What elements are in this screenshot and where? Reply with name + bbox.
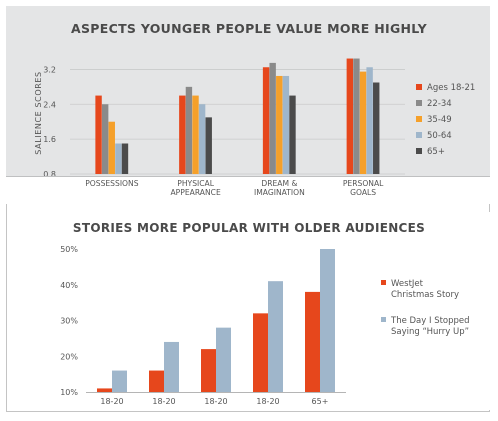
legend-swatch [416,148,422,154]
x-category-label: 65+ [312,397,329,406]
top-chart-title: ASPECTS YOUNGER PEOPLE VALUE MORE HIGHLY [71,21,427,36]
legend-swatch [416,84,422,90]
legend-label: The Day I Stopped [390,316,470,326]
bar [373,82,380,174]
bar [201,349,216,392]
x-category-label: 18-20 [100,397,123,406]
legend-label: 65+ [427,147,445,157]
y-tick-label: 40% [60,281,78,290]
category-label-strip [6,177,490,204]
bar [276,75,283,174]
bar [149,370,164,392]
legend-label: Christmas Story [391,290,459,300]
bar [353,58,360,174]
legend-swatch [381,280,386,285]
y-tick-label: 20% [60,352,78,361]
bar [305,291,320,392]
y-tick-label: 10% [60,388,78,397]
bar [320,249,335,392]
x-category-label: 18-20 [152,397,175,406]
x-category-label: PERSONAL [343,179,384,188]
y-tick-label: 30% [60,317,78,326]
bar [185,86,193,174]
bottom-chart-panel [8,212,490,410]
bar [192,95,199,174]
bar [262,67,270,174]
top-chart-panel [6,6,490,204]
legend-swatch [416,132,422,138]
bar [101,104,109,174]
bar [253,313,268,392]
bar [115,143,122,174]
legend-label: WestJet [391,279,424,289]
x-category-label: IMAGINATION [254,188,305,197]
bar [164,341,179,392]
y-axis-label: SALIENCE SCORES [34,71,43,154]
bar [198,104,206,174]
y-tick-label: 2.4 [43,100,56,109]
legend-label: 35-49 [427,115,452,125]
y-tick-label: 1.6 [43,135,56,144]
legend-swatch [416,116,422,122]
bar [205,117,212,174]
bar [346,58,354,174]
bar [179,95,186,174]
bar [268,281,283,392]
legend-label: 50-64 [427,131,452,141]
bar [112,370,127,392]
legend-label: Saying “Hurry Up” [391,327,469,337]
bar [282,75,290,174]
y-tick-label: 3.2 [43,65,56,74]
legend-swatch [416,100,422,106]
bar [289,95,296,174]
x-category-label: GOALS [350,188,376,197]
x-category-label: APPEARANCE [170,188,220,197]
x-category-label: 18-20 [204,397,227,406]
bar [359,71,367,174]
bar [366,67,373,174]
legend-label: 22-34 [427,99,452,109]
legend-label: Ages 18-21 [427,83,475,93]
x-category-label: POSSESSIONS [85,179,139,188]
bar [269,62,276,175]
bottom-chart-title: STORIES MORE POPULAR WITH OLDER AUDIENCE… [72,221,426,235]
y-tick-label: 0.8 [43,170,56,179]
bar [108,121,115,174]
x-category-label: DREAM & [261,179,297,188]
bar [97,388,112,392]
x-category-label: 18-20 [256,397,279,406]
legend-swatch [381,317,386,322]
y-tick-label: 50% [60,245,78,254]
bar [121,143,129,174]
bar [216,327,231,392]
x-category-label: PHYSICAL [177,179,214,188]
bar [95,95,102,174]
